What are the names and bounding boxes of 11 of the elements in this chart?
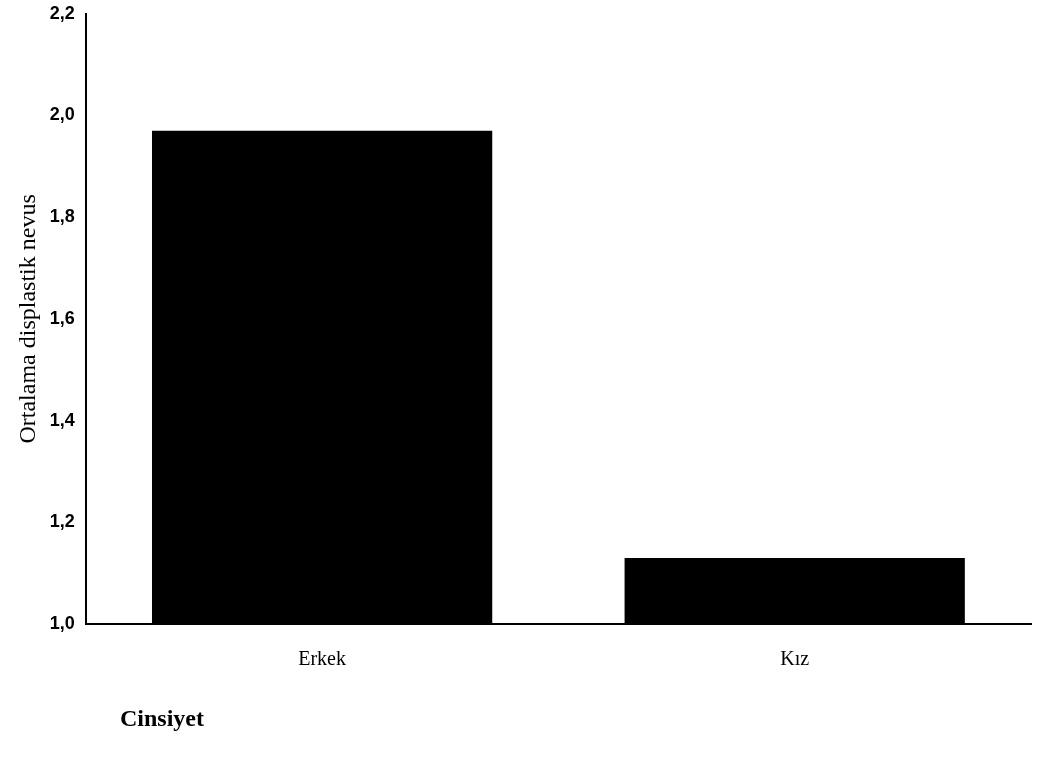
- y-tick-label: 1,2: [49, 511, 75, 532]
- y-tick-label: 2,0: [49, 104, 75, 125]
- y-tick-label: 2,2: [49, 2, 75, 23]
- y-tick-label: 1,8: [49, 206, 75, 227]
- x-axis-title: Cinsiyet: [120, 705, 204, 732]
- y-tick-label: 1,4: [49, 409, 75, 430]
- x-tick-label: Erkek: [298, 647, 346, 670]
- y-tick-label: 1,0: [49, 612, 75, 633]
- y-tick-label: 1,6: [49, 307, 75, 328]
- x-tick-label: Kız: [780, 647, 810, 670]
- y-axis-title: Ortalama displastik nevus: [13, 194, 40, 444]
